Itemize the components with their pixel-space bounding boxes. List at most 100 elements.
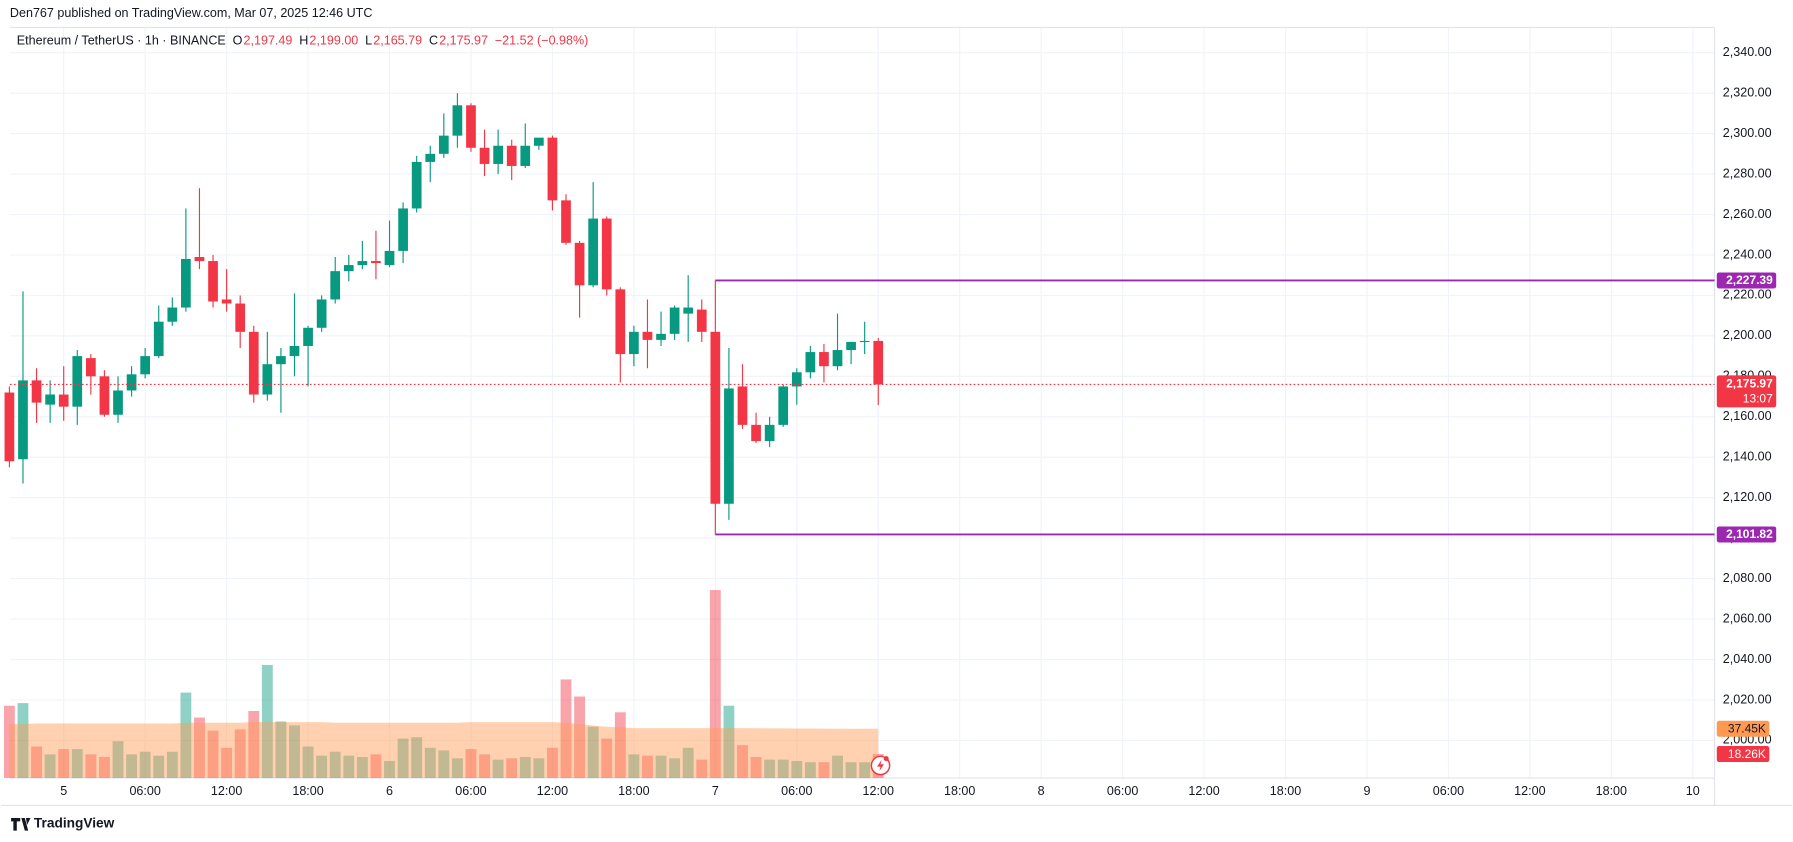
y-tick-label: 2,160.00 <box>1723 409 1772 423</box>
x-tick-label: 18:00 <box>618 784 649 798</box>
lightning-icon <box>870 755 891 776</box>
candle-body <box>547 137 558 201</box>
legend: Ethereum / TetherUS · 1h · BINANCE O 2,197… <box>17 33 589 47</box>
candle-body <box>561 200 571 243</box>
legend-key: L <box>365 33 372 47</box>
candle-body <box>18 380 28 460</box>
candle-body <box>683 307 694 314</box>
candle-body <box>805 352 816 373</box>
volume-bar <box>506 758 518 779</box>
candle-body <box>466 105 476 148</box>
candle-body <box>438 135 449 154</box>
x-tick-label: 18:00 <box>944 784 975 798</box>
volume-bar <box>737 745 748 779</box>
volume-bar <box>58 749 70 779</box>
volume-bar <box>533 758 545 779</box>
y-tick-label: 2,080.00 <box>1723 571 1772 585</box>
y-tick-label: 2,280.00 <box>1723 166 1772 180</box>
volume-bar <box>804 762 816 779</box>
candle-body <box>819 352 829 367</box>
volume-label: 18.26K <box>1728 747 1766 761</box>
volume-bar <box>126 754 138 779</box>
volume-bar <box>424 747 436 779</box>
candle-body <box>846 341 856 351</box>
candle-body <box>45 394 55 405</box>
volume-label-box <box>1716 746 1770 763</box>
volume-bar <box>71 749 83 779</box>
x-tick-label: 06:00 <box>455 784 486 798</box>
candle-body <box>724 388 734 504</box>
icon-dot <box>883 756 889 762</box>
legend-key: O <box>233 33 243 47</box>
volume-bar <box>519 756 531 779</box>
candle-body <box>181 259 191 308</box>
y-tick-label: 2,260.00 <box>1723 207 1772 221</box>
volume-bar <box>180 692 192 779</box>
volume-bar <box>343 755 355 779</box>
last-price-box <box>1716 375 1777 408</box>
candle-body <box>276 356 286 365</box>
x-tick-label: 7 <box>712 784 719 798</box>
volume-bar <box>587 726 599 779</box>
x-tick-label: 12:00 <box>1514 784 1545 798</box>
candle-body <box>533 137 544 146</box>
volume-bar <box>207 730 219 779</box>
candle-body <box>248 331 259 395</box>
x-tick-label: 12:00 <box>537 784 568 798</box>
x-tick-label: 06:00 <box>129 784 160 798</box>
candle-body <box>289 345 300 357</box>
candle-body <box>764 424 775 442</box>
x-tick-label: 5 <box>60 784 67 798</box>
legend-value: 2,197.49 <box>244 33 293 47</box>
x-tick-label: 10 <box>1686 784 1700 798</box>
volume-bar <box>628 754 640 779</box>
legend-value: 2,199.00 <box>309 33 358 47</box>
candle-body <box>479 147 490 164</box>
x-tick-label: 06:00 <box>1433 784 1464 798</box>
legend-value: 2,175.97 <box>439 33 488 47</box>
candle-body <box>113 390 123 415</box>
candle-body <box>656 333 666 340</box>
candle-body <box>235 303 246 332</box>
volume-bar <box>261 664 273 779</box>
candle-body <box>629 331 639 355</box>
volume-ma-label-box <box>1716 720 1770 737</box>
y-tick-label: 2,040.00 <box>1723 652 1772 666</box>
x-tick-label: 18:00 <box>292 784 323 798</box>
last-price-label: 2,175.97 <box>1726 377 1773 391</box>
y-tick-label: 2,140.00 <box>1723 450 1772 464</box>
volume-bar <box>85 754 97 779</box>
candle-body <box>791 372 802 387</box>
level-label: 2,101.82 <box>1726 527 1773 541</box>
candle-body <box>506 145 517 166</box>
x-tick-label: 18:00 <box>1596 784 1627 798</box>
candle-body <box>126 374 137 391</box>
candle-body <box>493 145 503 164</box>
candle-body <box>859 340 870 343</box>
candle-body <box>669 307 680 334</box>
brand-logo <box>11 818 31 831</box>
volume-bar <box>614 712 626 779</box>
x-tick-label: 6 <box>386 784 393 798</box>
legend-change: −21.52 (−0.98%) <box>495 33 588 47</box>
volume-bar <box>275 721 287 779</box>
y-tick-label: 2,020.00 <box>1723 692 1772 706</box>
candle-body <box>140 356 151 375</box>
volume-bar <box>655 755 667 779</box>
volume-bar <box>832 755 843 779</box>
volume-bar <box>153 755 165 779</box>
volume-bar <box>112 741 124 779</box>
volume-bar <box>669 758 681 779</box>
candle-body <box>615 289 626 355</box>
candle-body <box>99 376 110 415</box>
candle-body <box>710 331 721 504</box>
axes: 5 06:00 12:00 18:00 6 06:00 12:00 18:00 7 06:00 12… <box>60 45 1777 798</box>
volume-bar <box>682 747 694 779</box>
volume-bar <box>370 754 382 779</box>
y-tick-label: 2,300.00 <box>1723 126 1772 140</box>
candle-body <box>85 358 96 377</box>
volume-bar <box>438 750 450 779</box>
volume-bar <box>194 717 205 779</box>
level-label: 2,227.39 <box>1726 273 1773 287</box>
volume-bar <box>221 747 233 779</box>
